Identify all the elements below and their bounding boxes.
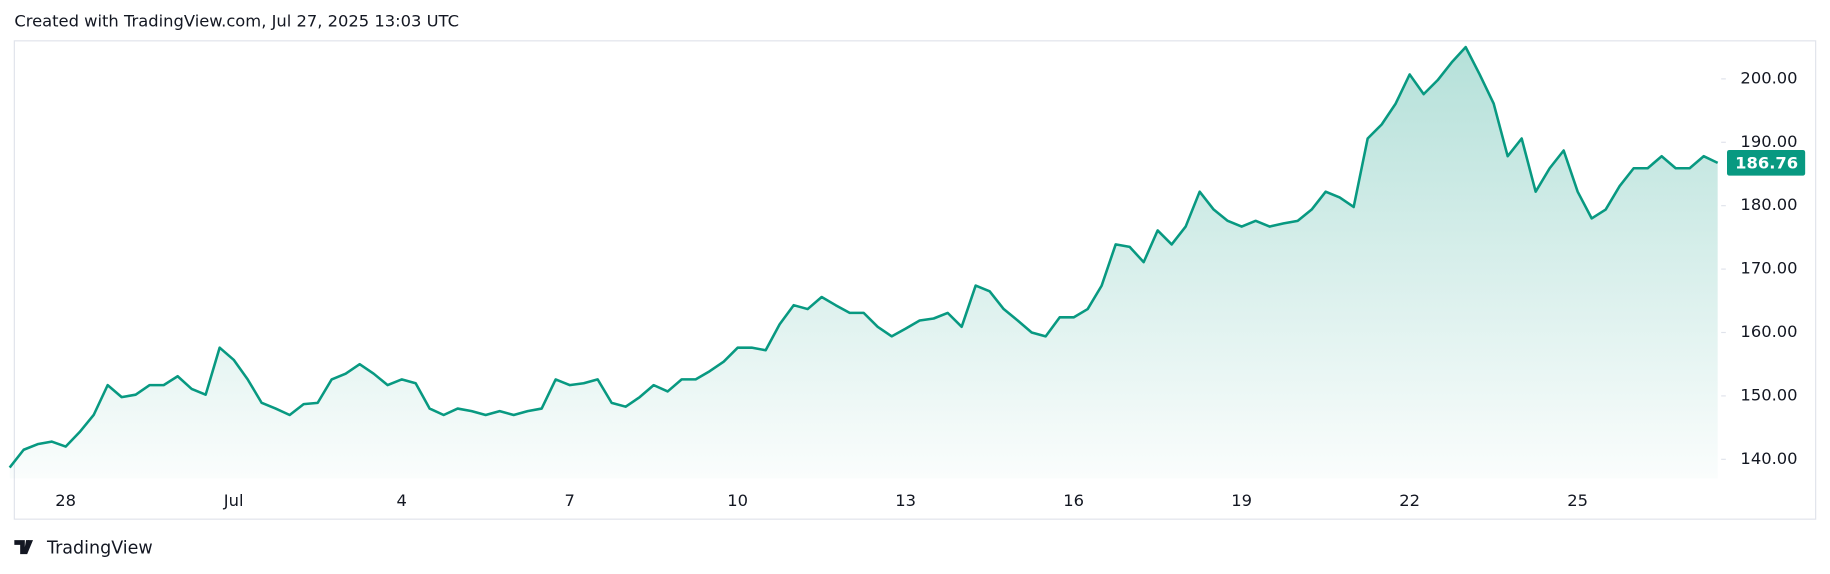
last-price-badge xyxy=(1727,149,1806,176)
area xyxy=(9,47,1718,479)
x-tick-label: 28 xyxy=(55,491,76,510)
x-tick-label: 25 xyxy=(1567,491,1588,510)
x-tick-label: 10 xyxy=(727,491,748,510)
x-tick-label: 19 xyxy=(1231,491,1252,510)
header: Created with TradingView.com, Jul 27, 20… xyxy=(14,12,459,31)
frame xyxy=(13,40,1817,520)
x-tick-label: 22 xyxy=(1399,491,1420,510)
logo-dot xyxy=(26,540,31,545)
x-tick-label: Jul xyxy=(223,491,244,510)
y-tick-label: 160.00 xyxy=(1740,322,1797,341)
last-price-label: 186.76 xyxy=(1735,153,1798,172)
x-tick-label: 13 xyxy=(895,491,916,510)
x-tick-label: 4 xyxy=(396,491,406,510)
y-tick-label: 150.00 xyxy=(1740,385,1797,404)
logo-text: TradingView xyxy=(46,538,153,558)
y-tick-label: 200.00 xyxy=(1740,68,1797,87)
y-tick-label: 190.00 xyxy=(1740,132,1797,151)
line xyxy=(8,45,1719,469)
x-tick-label: 7 xyxy=(564,491,574,510)
y-tick-label: 170.00 xyxy=(1740,259,1797,278)
y-tick-label: 140.00 xyxy=(1740,449,1797,468)
logo xyxy=(14,540,34,555)
y-tick-label: 180.00 xyxy=(1740,195,1797,214)
x-tick-label: 16 xyxy=(1063,491,1084,510)
